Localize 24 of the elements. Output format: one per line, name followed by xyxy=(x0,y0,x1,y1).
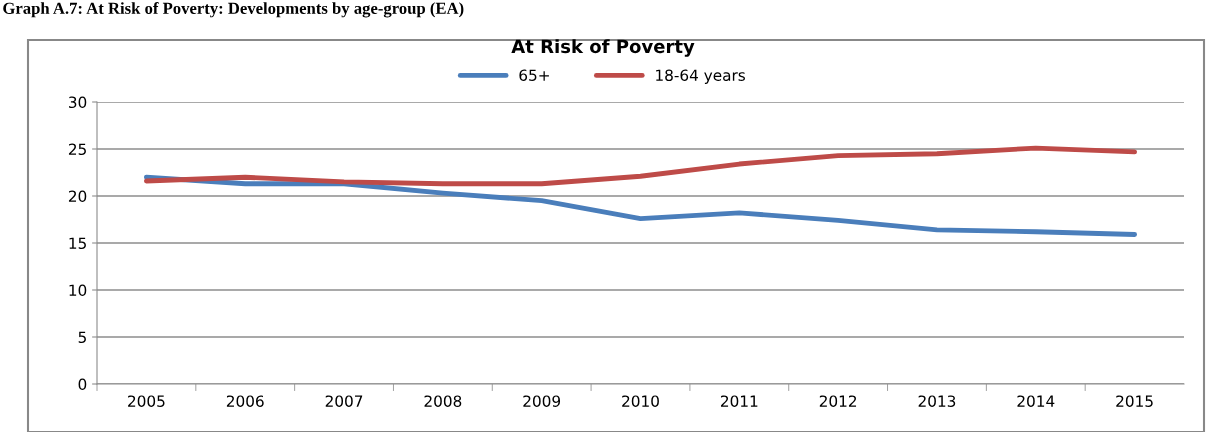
x-tick-label: 2006 xyxy=(226,395,264,407)
x-tick-label: 2012 xyxy=(819,395,857,407)
x-tick-label: 2005 xyxy=(128,395,165,407)
x-tick-label: 2011 xyxy=(721,395,758,407)
y-tick-label: 30 xyxy=(69,96,87,109)
x-tick-label: 2009 xyxy=(523,395,561,407)
text: Graph A.7: At Risk of Poverty: Developments by age-group (EA) xyxy=(3,2,464,18)
y-tick-label: 10 xyxy=(69,284,87,297)
line-series xyxy=(143,174,1138,237)
x-tick-label: 2013 xyxy=(918,395,956,407)
line-series xyxy=(143,145,1138,187)
y-tick-label: 20 xyxy=(68,190,87,203)
y-tick-label: 5 xyxy=(78,331,86,344)
legend-label: 65+ xyxy=(519,69,549,81)
y-tick-label: 15 xyxy=(69,237,86,250)
x-tick-label: 2015 xyxy=(1116,395,1153,407)
x-tick-label: 2014 xyxy=(1017,395,1055,407)
y-tick-label: 25 xyxy=(68,143,86,156)
x-tick-label: 2008 xyxy=(424,395,462,407)
legend-label: 18-64 years xyxy=(656,69,745,84)
chart-title: At Risk of Poverty xyxy=(511,39,695,57)
x-tick-label: 2010 xyxy=(622,395,659,407)
x-tick-label: 2007 xyxy=(325,395,363,407)
y-tick-label: 0 xyxy=(78,378,87,391)
